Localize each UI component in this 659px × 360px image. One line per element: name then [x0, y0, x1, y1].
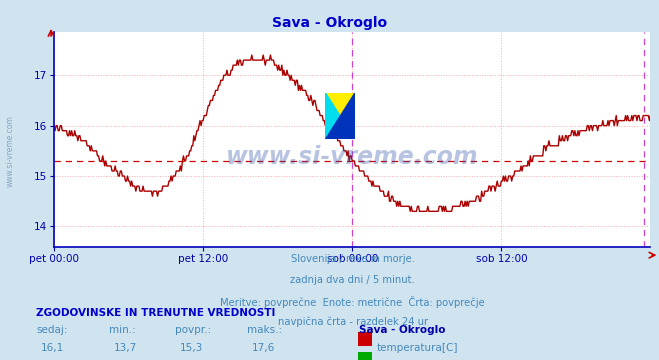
Text: ZGODOVINSKE IN TRENUTNE VREDNOSTI: ZGODOVINSKE IN TRENUTNE VREDNOSTI — [36, 308, 275, 318]
Text: 15,3: 15,3 — [179, 343, 203, 353]
Text: 13,7: 13,7 — [113, 343, 137, 353]
Text: zadnja dva dni / 5 minut.: zadnja dva dni / 5 minut. — [290, 275, 415, 285]
Text: Slovenija / reke in morje.: Slovenija / reke in morje. — [291, 254, 415, 264]
Polygon shape — [326, 93, 355, 139]
Text: povpr.:: povpr.: — [175, 325, 211, 335]
Text: www.si-vreme.com: www.si-vreme.com — [226, 145, 478, 168]
Text: navpična črta - razdelek 24 ur: navpična črta - razdelek 24 ur — [277, 316, 428, 327]
Text: 17,6: 17,6 — [252, 343, 275, 353]
Text: sedaj:: sedaj: — [36, 325, 68, 335]
Polygon shape — [326, 93, 355, 139]
Text: Sava - Okroglo: Sava - Okroglo — [359, 325, 445, 335]
Text: min.:: min.: — [109, 325, 136, 335]
Text: maks.:: maks.: — [247, 325, 282, 335]
Text: www.si-vreme.com: www.si-vreme.com — [5, 115, 14, 187]
Text: Meritve: povprečne  Enote: metrične  Črta: povprečje: Meritve: povprečne Enote: metrične Črta:… — [220, 296, 485, 307]
Text: Sava - Okroglo: Sava - Okroglo — [272, 16, 387, 30]
Text: 16,1: 16,1 — [41, 343, 65, 353]
Text: temperatura[C]: temperatura[C] — [377, 343, 459, 353]
Polygon shape — [326, 93, 355, 139]
